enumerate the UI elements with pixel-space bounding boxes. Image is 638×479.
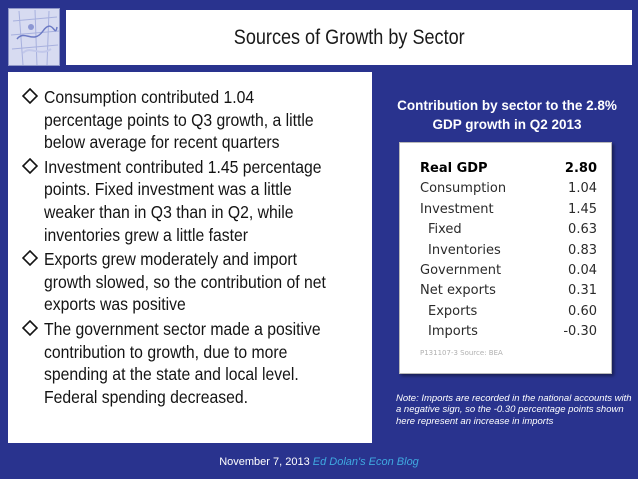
title-bar: Sources of Growth by Sector [66, 10, 632, 65]
bullets-panel: Consumption contributed 1.04 percentage … [8, 72, 372, 443]
diamond-outline-icon [21, 156, 44, 179]
bullet-text: Consumption contributed 1.04 percentage … [44, 87, 314, 153]
table-row: Government 0.04 [420, 261, 597, 281]
row-label: Exports [428, 303, 478, 319]
row-label: Investment [420, 201, 494, 217]
table-row: Fixed 0.63 [420, 220, 597, 240]
imports-note: Note: Imports are recorded in the nation… [396, 393, 632, 427]
row-label: Net exports [420, 283, 496, 299]
row-value: 2.80 [564, 161, 597, 176]
slide-title: Sources of Growth by Sector [233, 25, 465, 49]
table-row: Inventories 0.83 [420, 241, 597, 261]
bullet-text: The government sector made a positive co… [44, 318, 321, 407]
bullet-item: The government sector made a positive co… [21, 318, 366, 408]
table-source: P131107-3 Source: BEA [420, 348, 503, 357]
bullet-text: Exports grew moderately and import growt… [44, 249, 326, 315]
table-row: Real GDP 2.80 [420, 159, 597, 179]
diamond-outline-icon [21, 86, 44, 109]
row-value: -0.30 [563, 324, 597, 340]
diamond-outline-icon [21, 248, 44, 271]
footer-blog-link[interactable]: Ed Dolan's Econ Blog [312, 456, 419, 468]
row-label: Fixed [428, 222, 462, 238]
table-row: Imports -0.30 [420, 322, 597, 342]
bullet-text: Investment contributed 1.45 percentage p… [44, 156, 322, 245]
table-row: Net exports 0.31 [420, 281, 597, 301]
bullet-item: Investment contributed 1.45 percentage p… [21, 156, 366, 246]
row-label: Government [420, 262, 502, 278]
row-value: 0.04 [568, 262, 597, 278]
diamond-outline-icon [21, 318, 44, 341]
row-label: Consumption [420, 181, 507, 197]
table-heading: Contribution by sector to the 2.8% GDP g… [397, 98, 617, 132]
row-value: 0.63 [568, 222, 597, 238]
footer: November 7, 2013 Ed Dolan's Econ Blog [0, 456, 638, 468]
table-row: Exports 0.60 [420, 302, 597, 322]
bullet-item: Exports grew moderately and import growt… [21, 248, 366, 316]
row-value: 0.60 [568, 303, 597, 319]
bullet-item: Consumption contributed 1.04 percentage … [21, 86, 366, 154]
logo-thumbnail [8, 8, 60, 66]
row-value: 0.83 [568, 242, 597, 258]
table-row: Investment 1.45 [420, 200, 597, 220]
row-value: 1.45 [568, 201, 597, 217]
row-label: Real GDP [420, 161, 488, 176]
gdp-contribution-table: Real GDP 2.80 Consumption 1.04 Investmen… [399, 142, 612, 374]
table-row: Consumption 1.04 [420, 179, 597, 199]
footer-date: November 7, 2013 [219, 456, 310, 468]
row-value: 1.04 [568, 181, 597, 197]
row-label: Inventories [428, 242, 501, 258]
row-value: 0.31 [568, 283, 597, 299]
row-label: Imports [428, 324, 478, 340]
globe-map-icon [9, 9, 59, 65]
